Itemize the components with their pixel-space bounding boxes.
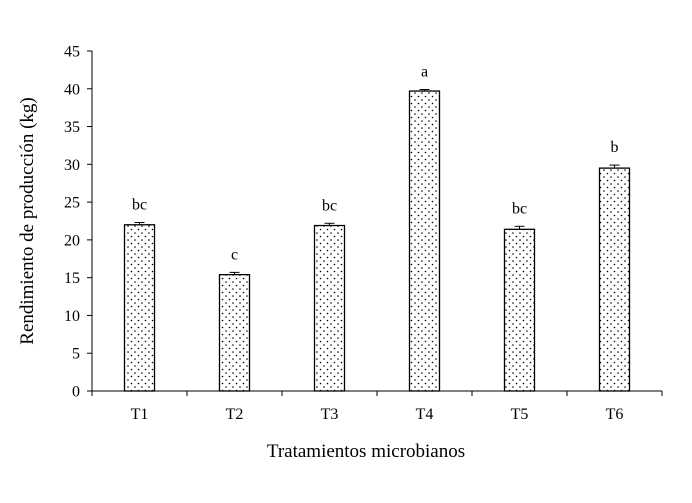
bar-t3 [313,224,346,392]
y-tick-label: 15 [64,270,80,287]
y-tick-label: 40 [64,81,80,98]
significance-label: c [231,246,238,263]
y-tick-label: 45 [64,44,80,61]
x-tick-label: T3 [321,406,339,423]
y-tick-label: 20 [64,232,80,249]
x-axis-title: Tratamientos microbianos [267,441,465,462]
y-axis: 0 5 10 15 20 25 30 35 40 45 [64,44,93,401]
bars: bc c bc a bc b [123,64,631,392]
bar-t6 [598,167,631,392]
x-tick-label: T4 [416,406,434,423]
bar-t2 [218,273,251,392]
x-tick-label: T6 [606,406,624,423]
significance-label: a [421,64,428,81]
x-tick-label: T2 [226,406,244,423]
significance-label: bc [132,197,147,214]
y-tick-label: 10 [64,308,80,325]
significance-label: bc [512,200,527,217]
significance-label: bc [322,197,337,214]
y-tick-label: 30 [64,157,80,174]
significance-label: b [611,139,619,156]
y-tick-label: 35 [64,119,80,136]
bar-t5 [503,228,536,392]
bar-t1 [123,224,156,392]
bar-t4 [408,90,441,392]
y-tick-label: 5 [72,346,80,363]
y-tick-label: 0 [72,384,80,401]
x-tick-label: T1 [131,406,149,423]
x-tick-label: T5 [511,406,529,423]
y-axis-title: Rendimiento de producción (kg) [17,97,38,344]
x-axis: T1 T2 T3 T4 T5 T6 [91,390,663,423]
y-tick-label: 25 [64,195,80,212]
